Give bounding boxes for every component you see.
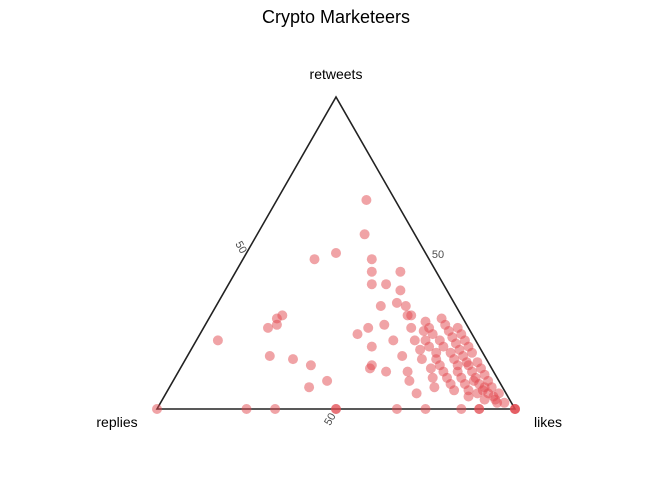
data-point <box>402 310 413 321</box>
data-point <box>418 326 429 336</box>
data-point <box>472 357 483 368</box>
data-point <box>395 285 406 296</box>
data-point <box>305 360 316 371</box>
data-point <box>212 335 223 346</box>
data-point <box>420 316 431 327</box>
data-point <box>452 322 463 333</box>
data-point <box>493 388 504 399</box>
data-point <box>474 404 485 414</box>
data-point <box>366 266 377 277</box>
data-point <box>411 388 422 399</box>
data-point <box>397 351 408 361</box>
data-point <box>379 319 390 330</box>
data-point <box>375 301 386 311</box>
data-point <box>331 248 341 258</box>
data-point <box>406 322 417 333</box>
data-point <box>288 354 298 365</box>
data-point <box>409 335 420 346</box>
data-point <box>402 366 413 377</box>
data-point <box>271 319 282 330</box>
data-point <box>445 347 456 358</box>
data-point <box>415 344 426 355</box>
data-point <box>395 266 406 277</box>
data-point <box>263 322 273 333</box>
data-point <box>434 335 445 346</box>
data-point <box>420 404 431 414</box>
data-point <box>427 372 438 383</box>
tick-label-replies-50: 50 <box>322 411 339 428</box>
data-point <box>361 195 372 205</box>
data-point <box>436 313 447 324</box>
data-point <box>472 388 483 399</box>
data-point <box>479 394 490 405</box>
data-point <box>309 254 320 265</box>
data-points <box>152 195 520 414</box>
data-point <box>425 363 436 374</box>
axis-label-likes: likes <box>534 414 562 430</box>
data-point <box>431 347 442 358</box>
data-point <box>270 404 281 414</box>
data-point <box>381 279 392 290</box>
data-point <box>322 375 333 386</box>
axis-label-replies: replies <box>96 414 137 430</box>
data-point <box>381 366 392 377</box>
data-point <box>416 354 427 365</box>
data-point <box>404 375 415 386</box>
data-point <box>366 341 377 352</box>
data-point <box>366 254 377 265</box>
data-point <box>152 404 162 414</box>
data-point <box>304 382 315 393</box>
data-point <box>352 329 363 340</box>
data-point <box>391 297 402 308</box>
data-point <box>463 391 474 402</box>
data-point <box>456 404 467 414</box>
data-point <box>264 351 275 361</box>
chart-title: Crypto Marketeers <box>262 7 410 27</box>
data-point <box>499 397 510 408</box>
data-point <box>388 335 399 346</box>
data-point <box>363 322 374 333</box>
tick-label-retweets-50: 50 <box>232 239 249 256</box>
data-point <box>359 229 370 240</box>
data-point <box>366 279 377 290</box>
axis-label-retweets: retweets <box>310 66 363 82</box>
data-point <box>400 301 411 311</box>
data-point <box>420 335 431 346</box>
data-point <box>241 404 252 414</box>
data-point <box>365 363 375 374</box>
data-point <box>510 404 520 414</box>
data-point <box>429 382 440 393</box>
tick-label-likes-50: 50 <box>432 249 444 261</box>
data-point <box>331 404 341 414</box>
data-point <box>391 404 402 414</box>
